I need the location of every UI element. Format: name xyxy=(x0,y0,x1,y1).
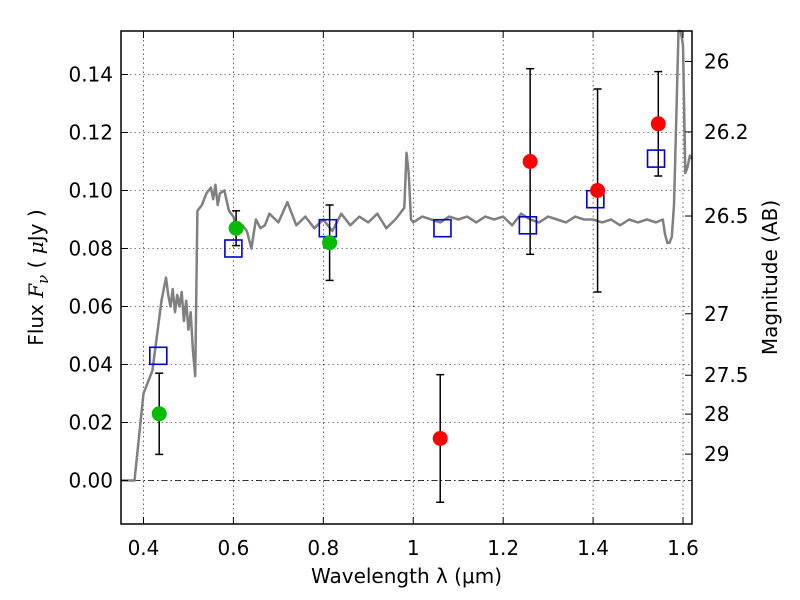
y-tick-label: 0.02 xyxy=(68,411,113,435)
y-axis-label-f: F xyxy=(24,283,48,299)
x-tick-label: 1.4 xyxy=(577,536,609,560)
y-axis-label-unit: Jy ) xyxy=(24,209,48,243)
y2-tick-label: 26 xyxy=(704,49,729,73)
x-tick-label: 0.4 xyxy=(128,536,160,560)
y2-tick-label: 27.5 xyxy=(704,363,749,387)
plot-area xyxy=(121,29,693,503)
y-axis-label: Flux Fν ( μJy ) xyxy=(24,209,52,345)
x-tick-label: 0.8 xyxy=(307,536,339,560)
y2-tick-label: 27 xyxy=(704,302,729,326)
x-axis-label: Wavelength λ (μm) xyxy=(311,564,502,588)
photometry-square-point xyxy=(433,218,452,238)
x-tick-label: 0.6 xyxy=(217,536,249,560)
photometry-circle-point xyxy=(590,183,606,198)
y2-tick-label: 29 xyxy=(704,442,729,466)
photometry-square-point xyxy=(149,346,168,366)
y2-axis-label: Magnitude (AB) xyxy=(758,200,782,355)
y-axis-label-flux: Flux xyxy=(24,298,48,346)
model-spectrum-line xyxy=(121,29,693,482)
y-axis-label-mu: μ xyxy=(24,241,48,254)
y-tick-label: 0.00 xyxy=(68,469,113,493)
y2-tick-label: 26.5 xyxy=(704,204,749,228)
photometry-square-point xyxy=(646,149,666,168)
plot-frame xyxy=(120,30,693,525)
photometry-circle-point xyxy=(650,116,666,132)
photometry-circle-point xyxy=(522,154,538,169)
photometry-square-point xyxy=(224,239,243,258)
x-tick-label: 1 xyxy=(407,536,420,560)
y-axis-label-open: ( xyxy=(24,254,48,275)
y-tick-label: 0.04 xyxy=(68,353,113,377)
y-tick-label: 0.10 xyxy=(68,179,113,203)
x-tick-label: 1.2 xyxy=(487,536,519,560)
photometry-square-point xyxy=(518,216,538,235)
photometry-circle-point xyxy=(151,406,167,422)
axis-ticks: 0.4 0.6 0.8 1 1.2 1.4 1.6 0.00 0.02 0.04 0.06 0.08 0… xyxy=(68,31,749,560)
photometry-circle-point xyxy=(322,235,338,251)
photometry-circle-point xyxy=(432,430,448,446)
y-tick-label: 0.14 xyxy=(68,63,113,87)
y-axis-label-nu: ν xyxy=(34,275,52,284)
y-tick-label: 0.08 xyxy=(68,237,113,261)
y-tick-label: 0.06 xyxy=(68,295,113,319)
y-tick-label: 0.12 xyxy=(68,121,113,145)
photometry-circle-point xyxy=(228,220,244,236)
y2-tick-label: 28 xyxy=(704,402,729,426)
y2-tick-label: 26.2 xyxy=(704,120,749,144)
x-tick-label: 1.6 xyxy=(667,536,699,560)
